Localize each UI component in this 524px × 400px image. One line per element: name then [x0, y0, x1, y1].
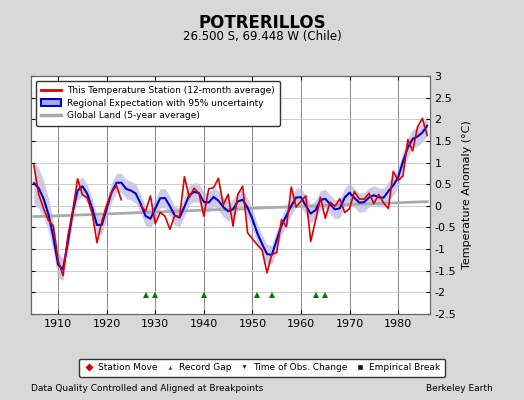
Legend: This Temperature Station (12-month average), Regional Expectation with 95% uncer: This Temperature Station (12-month avera… [36, 80, 280, 126]
Text: POTRERILLOS: POTRERILLOS [198, 14, 326, 32]
Y-axis label: Temperature Anomaly (°C): Temperature Anomaly (°C) [462, 121, 472, 269]
Text: Berkeley Earth: Berkeley Earth [426, 384, 493, 393]
Legend: Station Move, Record Gap, Time of Obs. Change, Empirical Break: Station Move, Record Gap, Time of Obs. C… [79, 358, 445, 376]
Text: 26.500 S, 69.448 W (Chile): 26.500 S, 69.448 W (Chile) [183, 30, 341, 43]
Text: Data Quality Controlled and Aligned at Breakpoints: Data Quality Controlled and Aligned at B… [31, 384, 264, 393]
